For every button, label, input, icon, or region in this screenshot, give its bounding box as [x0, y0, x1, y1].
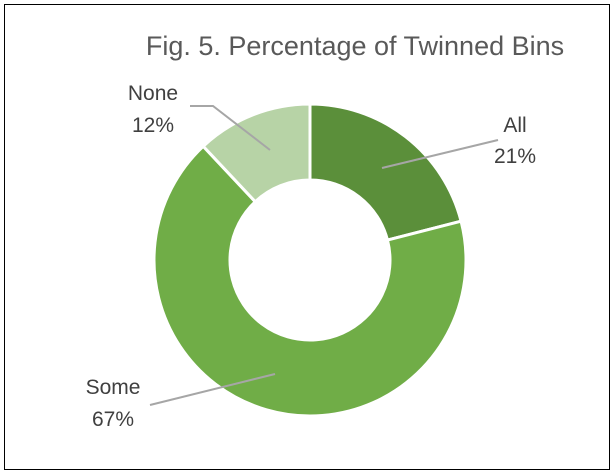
chart-title: Fig. 5. Percentage of Twinned Bins: [146, 31, 564, 61]
slice-value-all: 21%: [494, 145, 536, 168]
leader-lines-group: [149, 105, 499, 406]
slice-value-none: 12%: [132, 114, 174, 137]
leader-line-some: [149, 373, 276, 406]
slice-label-some: Some: [86, 376, 141, 399]
leader-line-all: [381, 139, 499, 169]
slice-label-none: None: [128, 82, 178, 105]
slice-some: [152, 144, 468, 418]
leader-line-none: [190, 105, 271, 151]
slice-all: [308, 102, 463, 242]
slice-none: [201, 102, 312, 204]
slices-group: [152, 102, 468, 418]
slice-label-all: All: [503, 114, 526, 137]
slice-value-some: 67%: [92, 408, 134, 431]
data-labels-group: All 21% Some 67% None 12%: [86, 82, 536, 431]
